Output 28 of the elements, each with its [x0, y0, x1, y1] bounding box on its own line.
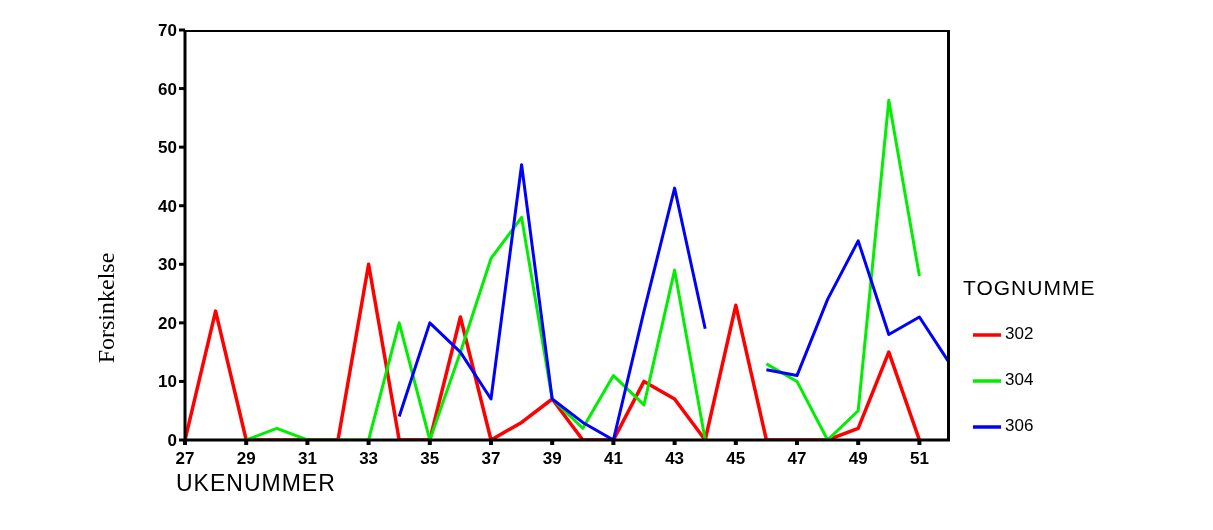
y-tick-label: 50 — [158, 138, 177, 158]
legend-label: 304 — [1005, 370, 1034, 389]
x-tick-label: 33 — [359, 449, 379, 468]
y-tick-label: 10 — [158, 372, 177, 392]
y-tick-label: 40 — [158, 196, 177, 216]
y-tick-label: 70 — [158, 21, 177, 41]
x-tick-label: 27 — [175, 449, 195, 468]
x-tick-label: 37 — [481, 449, 501, 468]
x-tick-label: 41 — [603, 449, 623, 468]
x-tick-label: 39 — [542, 449, 562, 468]
x-axis-title: UKENUMMER — [176, 470, 336, 497]
x-tick-label: 51 — [909, 449, 929, 468]
y-axis-title: Forsinkelse — [92, 252, 120, 364]
y-tick-label: 20 — [158, 313, 177, 333]
x-tick-label: 47 — [787, 449, 807, 468]
x-tick-label: 35 — [420, 449, 440, 468]
y-tick-label: 60 — [158, 79, 177, 99]
x-tick-label: 49 — [848, 449, 868, 468]
y-tick-label: 30 — [158, 255, 177, 275]
y-tick-label: 0 — [167, 431, 177, 451]
legend-title: TOGNUMME — [963, 276, 1097, 300]
legend-label: 306 — [1005, 416, 1034, 435]
line-series — [185, 262, 922, 440]
x-tick-label: 45 — [726, 449, 746, 468]
x-tick-label: 31 — [297, 449, 317, 468]
x-tick-label: 43 — [665, 449, 685, 468]
x-tick-label: 29 — [236, 449, 256, 468]
legend-label: 302 — [1005, 324, 1034, 343]
